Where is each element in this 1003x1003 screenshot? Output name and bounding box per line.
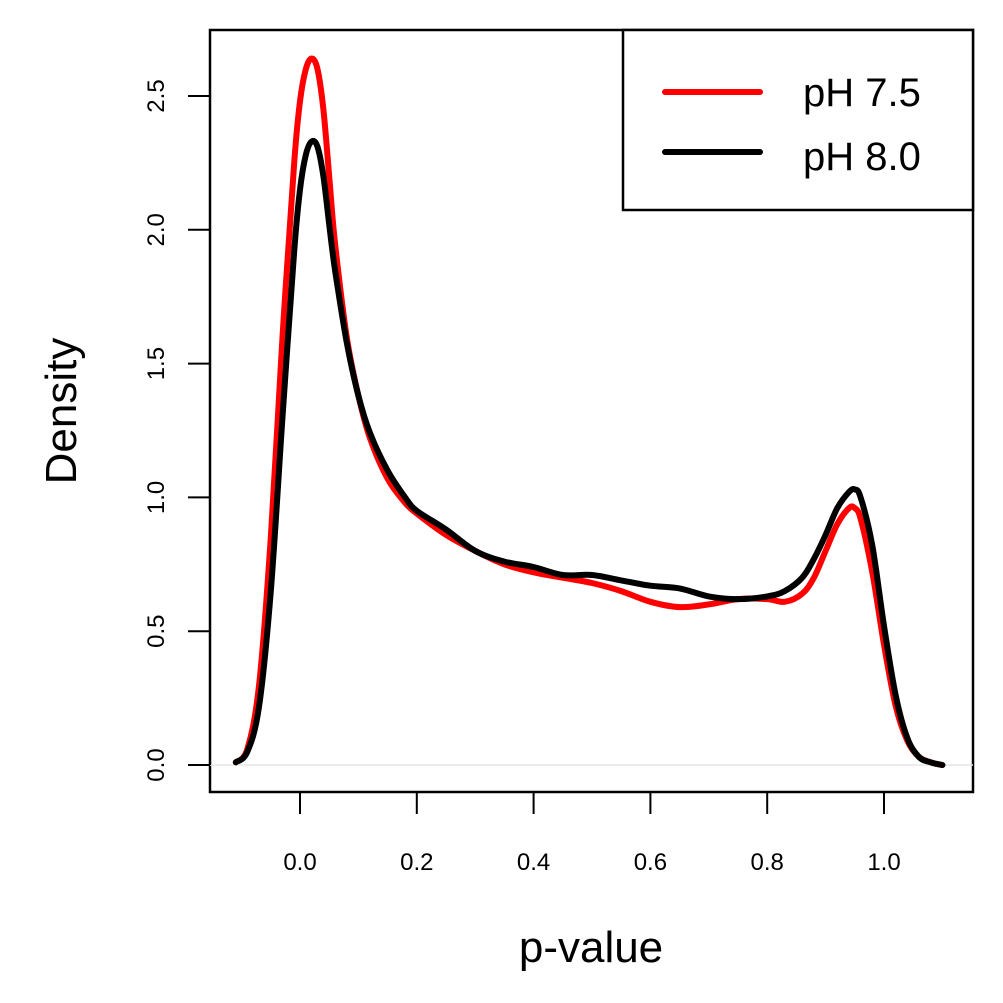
legend-label-ph-7-5: pH 7.5 xyxy=(803,71,921,115)
x-tick-label: 0.8 xyxy=(751,849,784,876)
x-tick-label: 0.4 xyxy=(517,849,550,876)
y-tick-label: 0.0 xyxy=(143,748,170,781)
y-tick-label: 2.5 xyxy=(143,79,170,112)
legend-box xyxy=(621,28,975,212)
x-tick-label: 1.0 xyxy=(867,849,900,876)
y-tick-label: 0.5 xyxy=(143,615,170,648)
legend: pH 7.5 pH 8.0 xyxy=(621,28,975,212)
y-axis-title: Density xyxy=(37,338,86,485)
series-line-ph-8-0 xyxy=(232,137,946,768)
x-tick-label: 0.0 xyxy=(283,849,316,876)
y-tick-label: 2.0 xyxy=(143,213,170,246)
x-tick-label: 0.2 xyxy=(400,849,433,876)
series-layer xyxy=(232,55,946,768)
series-line-ph-7-5 xyxy=(232,55,946,768)
x-axis: 0.0 0.2 0.4 0.6 0.8 1.0 xyxy=(283,791,901,876)
x-tick-label: 0.6 xyxy=(634,849,667,876)
y-tick-label: 1.0 xyxy=(143,481,170,514)
y-tick-label: 1.5 xyxy=(143,347,170,380)
y-axis: 0.0 0.5 1.0 1.5 2.0 2.5 xyxy=(143,79,211,782)
x-axis-title: p-value xyxy=(519,923,663,972)
legend-label-ph-8-0: pH 8.0 xyxy=(803,135,921,179)
